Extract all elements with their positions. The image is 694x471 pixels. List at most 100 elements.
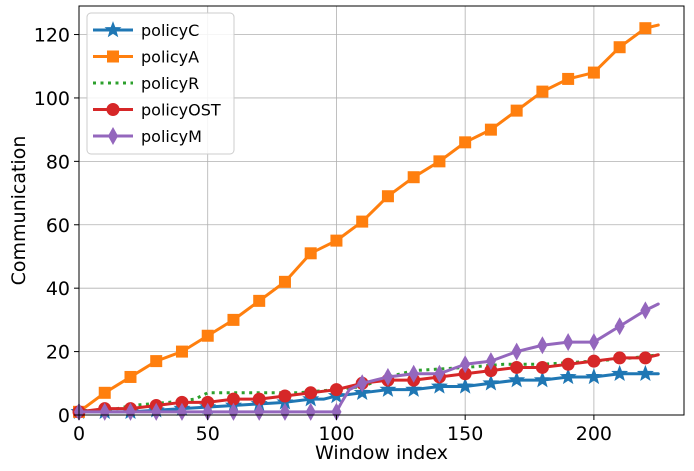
legend-item-policya: policyA: [93, 48, 199, 67]
data-point-policyost: [329, 383, 343, 397]
y-tick-label: 40: [46, 278, 70, 300]
data-point-policym: [305, 402, 316, 421]
data-point-policya: [175, 345, 188, 358]
data-point-policya: [536, 85, 549, 98]
data-point-policya: [587, 66, 600, 79]
data-point-policya: [510, 104, 523, 117]
y-axis-ticks: 0 20 40 60 80 100 120: [34, 25, 79, 427]
data-point-policyost: [304, 386, 318, 400]
legend-label-policyc: policyC: [141, 21, 199, 40]
data-point-policyc: [430, 377, 448, 394]
data-point-policym: [382, 367, 394, 386]
x-tick-label: 200: [576, 423, 612, 445]
legend-marker-policym: [107, 126, 119, 146]
data-point-policya: [407, 171, 420, 184]
data-point-policya: [278, 275, 291, 288]
legend: policyC policyA policyR policyOST policyM: [86, 12, 235, 155]
legend-label-policym: policyM: [141, 127, 202, 146]
data-point-policyost: [561, 357, 575, 371]
legend-label-policyr: policyR: [141, 74, 199, 93]
x-axis-ticks: 0 50 100 150 200: [73, 415, 612, 445]
axes-frame: [78, 5, 685, 416]
data-point-policya: [98, 386, 111, 399]
y-tick-label: 120: [34, 25, 70, 47]
data-point-policyc: [611, 364, 629, 382]
legend-label-policya: policyA: [141, 48, 199, 67]
legend-box: [86, 12, 235, 155]
data-point-policya: [562, 72, 575, 85]
data-point-policya: [253, 294, 266, 307]
data-point-policym: [537, 336, 548, 355]
data-point-policyost: [510, 360, 524, 374]
data-point-policyc: [533, 371, 551, 388]
data-point-policya: [227, 313, 240, 326]
data-point-policym: [460, 355, 471, 374]
y-axis-label: Communication: [8, 136, 30, 286]
data-point-policya: [484, 123, 497, 136]
data-point-policym: [563, 333, 574, 352]
data-point-policym: [588, 333, 599, 352]
data-point-policym: [228, 402, 239, 421]
data-point-policyost: [587, 354, 601, 368]
data-point-policyost: [535, 360, 549, 374]
y-tick-label: 60: [46, 215, 70, 237]
data-point-policya: [459, 136, 472, 149]
data-point-policyc: [482, 374, 500, 391]
data-point-policym: [151, 402, 162, 421]
data-point-policya: [304, 247, 317, 260]
data-point-policya: [201, 329, 214, 342]
series-policyr: [78, 353, 659, 414]
y-tick-label: 20: [46, 342, 70, 364]
data-point-policym: [357, 374, 368, 393]
data-point-policya: [356, 215, 369, 228]
data-point-policyost: [638, 351, 652, 365]
legend-item-policyr: policyR: [93, 74, 199, 93]
data-point-policym: [408, 364, 419, 383]
y-tick-label: 100: [34, 88, 70, 110]
data-point-policym: [254, 402, 265, 421]
plot-area: [70, 22, 660, 421]
data-point-policya: [613, 41, 626, 54]
x-tick-label: 0: [73, 423, 85, 445]
data-point-policya: [433, 155, 446, 168]
x-tick-label: 100: [318, 423, 354, 445]
series-policyost: [72, 351, 660, 419]
x-axis-label: Window index: [315, 442, 448, 464]
data-point-policym: [279, 402, 291, 421]
data-point-policyc: [559, 368, 577, 385]
legend-item-policym: policyM: [93, 126, 202, 146]
legend-item-policyost: policyOST: [93, 101, 221, 120]
data-point-policym: [614, 317, 625, 336]
y-tick-label: 80: [46, 151, 70, 173]
data-point-policyc: [456, 377, 474, 394]
data-point-policyc: [379, 380, 397, 397]
legend-label-policyost: policyOST: [141, 101, 221, 120]
legend-marker-policya: [107, 50, 119, 63]
data-point-policym: [511, 342, 522, 361]
y-tick-label: 0: [58, 405, 70, 427]
x-tick-label: 50: [196, 423, 220, 445]
series-line-policyr: [78, 353, 659, 414]
data-point-policyc: [636, 364, 654, 382]
series-policym: [73, 301, 660, 421]
legend-marker-policyc: [104, 21, 122, 38]
legend-marker-policyost: [106, 103, 120, 116]
data-point-policym: [434, 364, 445, 383]
legend-item-policyc: policyC: [93, 21, 199, 40]
data-point-policya: [124, 370, 137, 383]
data-point-policym: [99, 402, 110, 421]
data-point-policyost: [278, 389, 292, 403]
data-point-policyost: [613, 351, 627, 365]
data-point-policym: [640, 301, 651, 320]
data-point-policym: [485, 352, 496, 371]
data-point-policyc: [405, 380, 423, 397]
data-point-policya: [150, 355, 163, 368]
data-point-policym: [125, 402, 136, 421]
data-point-policya: [330, 234, 343, 247]
data-point-policyc: [508, 371, 526, 388]
data-point-policya: [381, 190, 394, 203]
data-point-policym: [176, 402, 188, 421]
data-point-policya: [639, 22, 652, 35]
data-point-policyc: [585, 368, 603, 385]
